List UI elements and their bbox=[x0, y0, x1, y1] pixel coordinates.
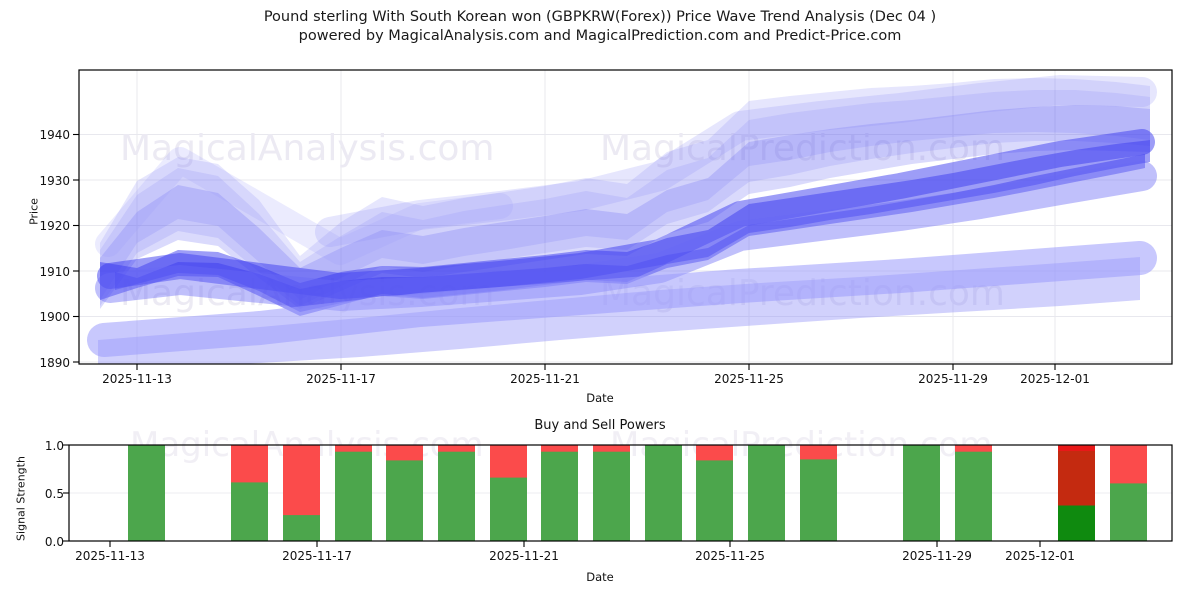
watermark-analysis: MagicalAnalysis.com bbox=[120, 128, 494, 169]
bar-buy bbox=[283, 515, 320, 541]
price-ytick: 1940 bbox=[39, 128, 70, 143]
wave-band-outer bbox=[100, 78, 1150, 300]
buy-sell-plot: MagicalAnalysis.com MagicalPrediction.co… bbox=[63, 425, 1173, 547]
bar-buy bbox=[903, 445, 940, 541]
signal-ytick: 0.5 bbox=[44, 486, 64, 501]
watermark-prediction: MagicalPrediction.com bbox=[600, 128, 1005, 169]
price-xaxis-label: Date bbox=[586, 391, 614, 405]
page-subtitle: powered by MagicalAnalysis.com and Magic… bbox=[298, 28, 902, 44]
price-xtick: 2025-11-17 bbox=[306, 372, 376, 386]
price-ytick: 1930 bbox=[39, 173, 70, 188]
wave-band-2 bbox=[100, 90, 1150, 306]
signal-xtick: 2025-11-13 bbox=[75, 549, 145, 563]
bar-buy bbox=[335, 451, 372, 541]
bar-buy bbox=[748, 445, 785, 541]
signal-xtick: 2025-12-01 bbox=[1005, 549, 1075, 563]
price-wave-plot: MagicalAnalysis.com MagicalPrediction.co… bbox=[73, 69, 1173, 370]
price-axis-frame bbox=[78, 69, 1173, 365]
bar-buy bbox=[438, 451, 475, 541]
bar-buy bbox=[696, 460, 733, 541]
price-xtick: 2025-11-25 bbox=[714, 372, 784, 386]
price-xtick: 2025-11-13 bbox=[102, 372, 172, 386]
price-ytick: 1890 bbox=[39, 355, 70, 370]
price-xtick: 2025-11-29 bbox=[918, 372, 988, 386]
bar-buy bbox=[1058, 505, 1095, 541]
signal-xtick: 2025-11-17 bbox=[282, 549, 352, 563]
price-ytick: 1900 bbox=[39, 310, 70, 325]
page-title: Pound sterling With South Korean won (GB… bbox=[263, 9, 937, 25]
signal-xtick: 2025-11-29 bbox=[902, 549, 972, 563]
signal-bars bbox=[128, 445, 1147, 541]
signal-xtick: 2025-11-25 bbox=[695, 549, 765, 563]
bar-buy bbox=[490, 477, 527, 541]
buy-sell-title: Buy and Sell Powers bbox=[534, 418, 666, 433]
signal-axis-ticks bbox=[63, 444, 1041, 547]
signal-ytick: 0.0 bbox=[44, 534, 64, 549]
bar-buy bbox=[955, 451, 992, 541]
price-xtick: 2025-12-01 bbox=[1020, 372, 1090, 386]
price-wave-panel: Price 1940 1930 1920 1910 1900 1890 bbox=[28, 69, 1173, 405]
bar-buy bbox=[541, 451, 578, 541]
signal-xaxis-label: Date bbox=[586, 570, 614, 584]
price-ytick: 1910 bbox=[39, 264, 70, 279]
price-axis-ticks bbox=[73, 133, 1056, 370]
chart-title-block: Pound sterling With South Korean won (GB… bbox=[0, 8, 1200, 46]
buy-sell-powers-panel: Buy and Sell Powers Signal Strength 1.0 … bbox=[0, 410, 1200, 600]
signal-ytick: 1.0 bbox=[44, 438, 64, 453]
wave-trend-strokes bbox=[87, 75, 1157, 357]
bar-buy bbox=[593, 451, 630, 541]
price-ytick: 1920 bbox=[39, 219, 70, 234]
bar-buy bbox=[645, 445, 682, 541]
bar-buy bbox=[231, 482, 268, 541]
bar-buy bbox=[800, 459, 837, 541]
price-xtick: 2025-11-21 bbox=[510, 372, 580, 386]
signal-xtick: 2025-11-21 bbox=[489, 549, 559, 563]
wave-band-3 bbox=[100, 105, 1150, 309]
bar-buy bbox=[386, 460, 423, 541]
bar-buy bbox=[128, 445, 165, 541]
bar-buy bbox=[1110, 483, 1147, 541]
